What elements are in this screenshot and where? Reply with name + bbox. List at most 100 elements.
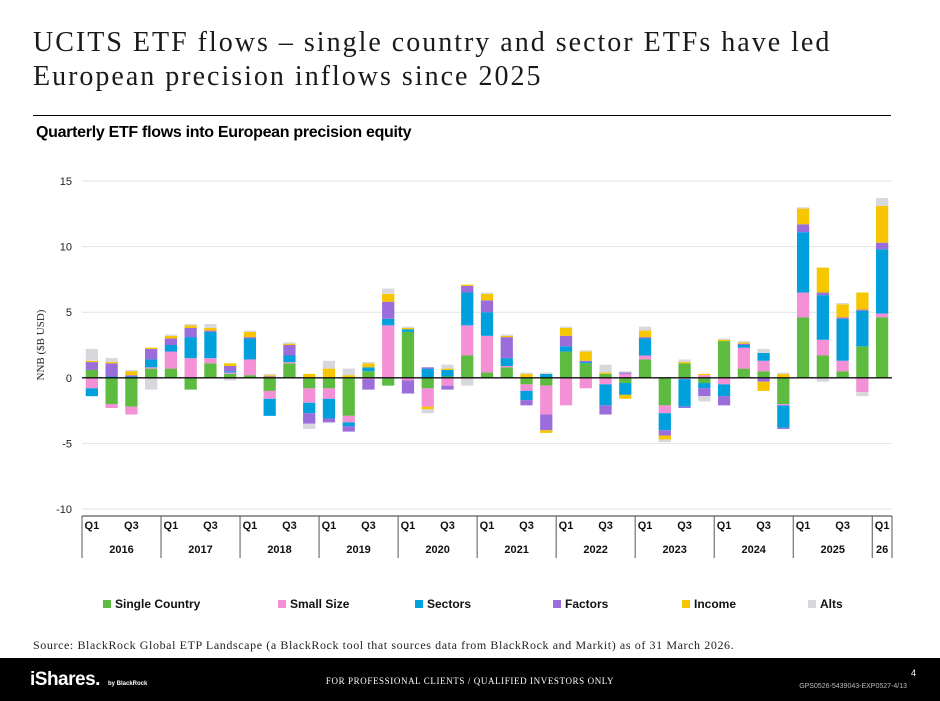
bar-segment bbox=[401, 377, 415, 381]
bar-segment bbox=[658, 430, 671, 436]
bar-segment bbox=[698, 396, 711, 402]
bar-segment bbox=[619, 377, 632, 384]
bar-segment bbox=[856, 392, 869, 397]
year-label: 2016 bbox=[109, 544, 133, 556]
bar-segment bbox=[164, 368, 178, 378]
bar-segment bbox=[480, 300, 494, 313]
quarter-tick-label: Q1 bbox=[638, 520, 653, 532]
bar-segment bbox=[224, 373, 237, 378]
quarter-tick-label: Q3 bbox=[598, 520, 613, 532]
bar-segment bbox=[480, 292, 494, 294]
quarter-tick-label: Q1 bbox=[401, 520, 416, 532]
bar-segment bbox=[243, 359, 257, 376]
bar-segment bbox=[757, 360, 770, 372]
bar-segment bbox=[85, 369, 99, 378]
bar-segment bbox=[480, 372, 494, 378]
bar-segment bbox=[382, 288, 395, 294]
bar-segment bbox=[382, 293, 395, 302]
bar-segment bbox=[579, 351, 592, 361]
bar-segment bbox=[401, 329, 415, 332]
bar-segment bbox=[737, 342, 750, 344]
bar-segment bbox=[678, 363, 691, 378]
bar-segment bbox=[856, 310, 869, 347]
bar-segment bbox=[520, 400, 533, 406]
bar-segment bbox=[164, 351, 178, 369]
bar-segment bbox=[500, 358, 513, 366]
bar-segment bbox=[145, 347, 158, 349]
bar-segment bbox=[875, 198, 889, 206]
year-label: 2021 bbox=[504, 544, 528, 556]
bar-segment bbox=[342, 426, 355, 432]
bar-segment bbox=[204, 358, 217, 364]
bar-segment bbox=[362, 377, 375, 380]
bar-segment bbox=[441, 376, 454, 378]
bar-segment bbox=[224, 365, 237, 372]
bar-segment bbox=[698, 388, 711, 397]
bar-segment bbox=[85, 388, 99, 397]
bar-segment bbox=[480, 312, 494, 336]
y-tick-label: -10 bbox=[56, 504, 72, 516]
bar-segment bbox=[579, 360, 592, 363]
bar-segment bbox=[658, 435, 671, 440]
bar-segment bbox=[599, 377, 612, 385]
bar-segment bbox=[480, 293, 494, 301]
legend-label: Income bbox=[694, 597, 736, 611]
bar-segment bbox=[856, 309, 869, 311]
bar-segment bbox=[342, 375, 355, 378]
bar-segment bbox=[875, 313, 889, 318]
bar-segment bbox=[717, 338, 731, 340]
bar-segment bbox=[638, 330, 652, 338]
bar-segment bbox=[303, 388, 316, 403]
bar-segment bbox=[145, 368, 158, 378]
bar-segment bbox=[559, 327, 573, 336]
bar-segment bbox=[441, 377, 454, 386]
bar-segment bbox=[401, 327, 415, 330]
bar-segment bbox=[461, 285, 474, 293]
bar-segment bbox=[698, 373, 711, 376]
bar-segment bbox=[382, 377, 395, 386]
bar-segment bbox=[777, 405, 790, 428]
year-label: 2024 bbox=[741, 544, 766, 556]
bar-segment bbox=[85, 377, 99, 389]
quarter-tick-label: Q3 bbox=[361, 520, 376, 532]
bar-segment bbox=[856, 346, 869, 378]
bar-segment bbox=[303, 373, 316, 378]
year-label: 2022 bbox=[583, 544, 607, 556]
bar-segment bbox=[480, 335, 494, 373]
bar-segment bbox=[678, 406, 691, 408]
bar-segment bbox=[401, 326, 415, 328]
bar-segment bbox=[283, 362, 296, 364]
bar-segment bbox=[500, 335, 513, 338]
bar-segment bbox=[421, 367, 434, 369]
bar-segment bbox=[796, 224, 810, 233]
bar-segment bbox=[599, 372, 612, 374]
bar-segment bbox=[243, 338, 257, 360]
y-tick-label: 10 bbox=[60, 242, 72, 254]
bar-segment bbox=[283, 343, 296, 345]
chart-title: Quarterly ETF flows into European precis… bbox=[36, 124, 412, 141]
bar-segment bbox=[441, 368, 454, 370]
bar-segment bbox=[145, 367, 158, 369]
year-label: 26 bbox=[876, 544, 888, 556]
bar-segment bbox=[658, 413, 671, 431]
bar-segment bbox=[322, 398, 336, 419]
bar-segment bbox=[441, 364, 454, 369]
year-label: 2018 bbox=[267, 544, 291, 556]
bar-segment bbox=[757, 348, 770, 353]
bar-segment bbox=[184, 327, 197, 338]
bar-segment bbox=[421, 409, 434, 414]
bar-segment bbox=[619, 394, 632, 399]
bar-segment bbox=[816, 355, 829, 378]
y-tick-label: 15 bbox=[60, 176, 72, 188]
quarter-tick-label: Q3 bbox=[835, 520, 850, 532]
bar-segment bbox=[619, 372, 632, 374]
bar-segment bbox=[263, 398, 276, 416]
bar-segment bbox=[836, 317, 849, 319]
bar-segment bbox=[322, 368, 336, 378]
quarter-tick-label: Q1 bbox=[875, 520, 890, 532]
bar-segment bbox=[401, 380, 415, 394]
bar-segment bbox=[816, 339, 829, 356]
bar-segment bbox=[204, 324, 217, 328]
bar-segment bbox=[619, 371, 632, 373]
legend-label: Sectors bbox=[427, 597, 471, 611]
